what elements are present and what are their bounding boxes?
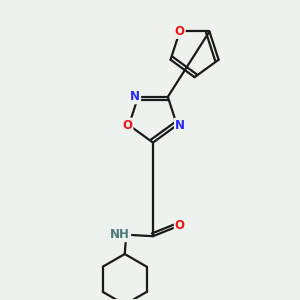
Text: O: O <box>122 118 133 132</box>
Text: O: O <box>175 25 185 38</box>
Text: O: O <box>175 219 185 232</box>
Text: N: N <box>175 118 185 132</box>
Text: N: N <box>130 90 140 104</box>
Text: NH: NH <box>110 228 130 241</box>
